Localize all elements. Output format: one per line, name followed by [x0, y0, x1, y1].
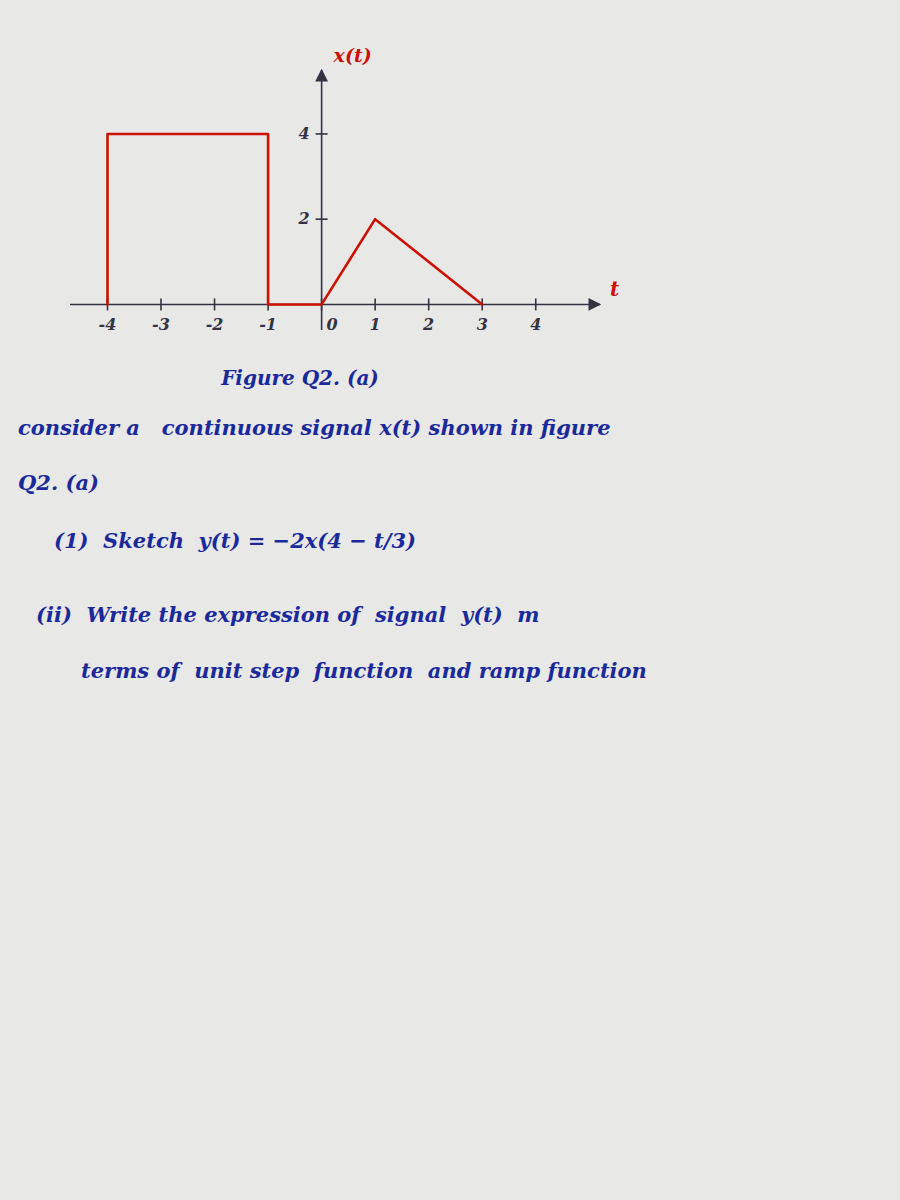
annotation: terms of unit step function and ramp fun…: [81, 658, 647, 683]
x-tick-label: 3: [477, 315, 488, 334]
x-axis: [70, 304, 600, 306]
x-tick-label: 1: [370, 315, 381, 334]
signal-line: [107, 134, 482, 304]
page: -4 -3 -2 -1 0 1 2 3 4 2 4 t x(t) Figure Q2. (a) consid…: [0, 0, 900, 1200]
y-tick: [316, 218, 328, 220]
x-tick-label: 0: [327, 315, 338, 334]
caption: Figure Q2. (a): [220, 366, 379, 390]
y-axis: [321, 70, 323, 330]
x-axis-label: t: [610, 277, 620, 301]
annotation: (ii) Write the expression of signal y(t)…: [36, 602, 540, 627]
x-tick: [535, 298, 537, 310]
x-tick-label: -4: [99, 315, 117, 334]
x-tick-label: -2: [206, 315, 224, 334]
y-tick-label: 4: [298, 124, 309, 143]
y-tick: [316, 133, 328, 135]
x-tick-label: 4: [530, 315, 541, 334]
x-tick: [160, 298, 162, 310]
x-tick-label: -3: [152, 315, 170, 334]
y-tick-label: 2: [297, 209, 309, 228]
y-axis-label: x(t): [333, 44, 372, 66]
x-tick: [214, 298, 216, 310]
x-tick-label: -1: [259, 315, 277, 334]
annotation: consider a continuous signal x(t) shown …: [18, 415, 611, 440]
annotation: (1) Sketch y(t) = −2x(4 − t/3): [54, 528, 416, 553]
background: [0, 0, 900, 1200]
annotation: Q2. (a): [18, 470, 99, 495]
x-tick: [428, 298, 430, 310]
plot-area: [107, 134, 482, 304]
x-tick-label: 2: [422, 315, 434, 334]
x-tick: [374, 298, 376, 310]
